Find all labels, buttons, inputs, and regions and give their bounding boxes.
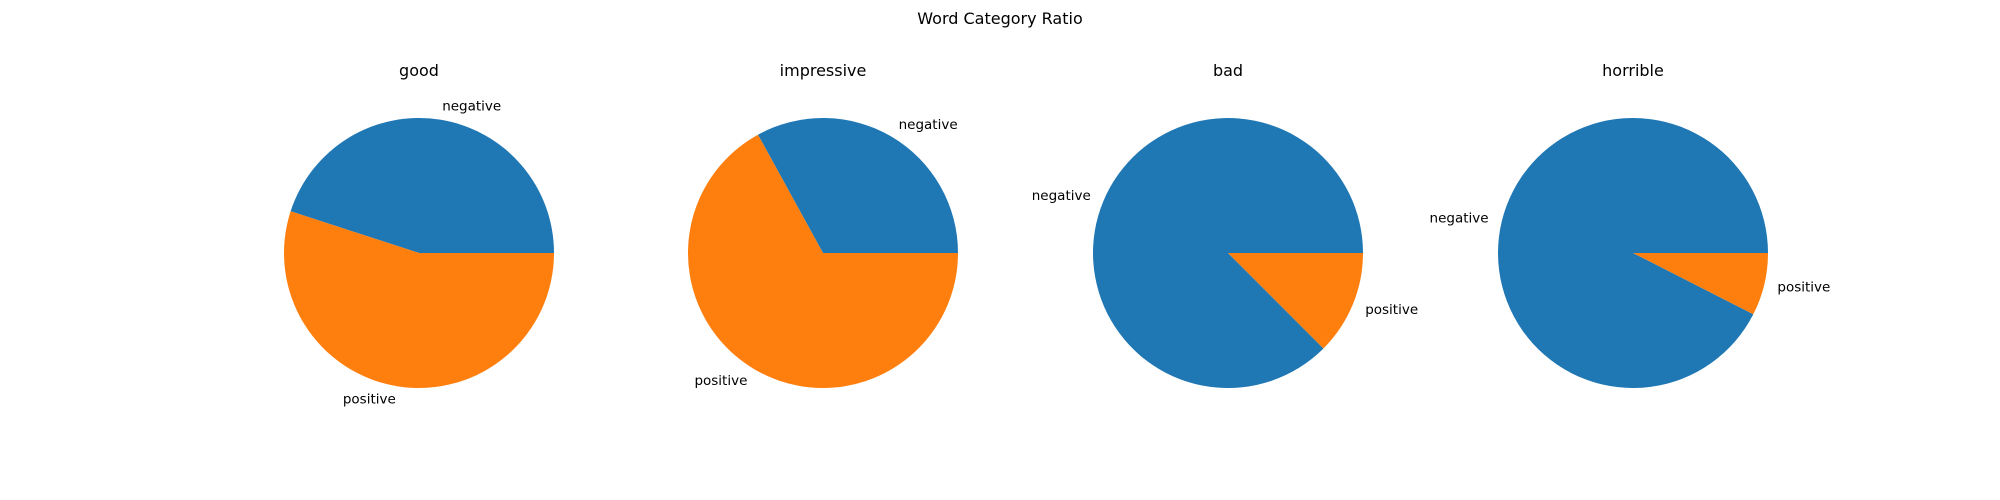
slice-label-negative: negative bbox=[442, 98, 501, 114]
slice-label-negative: negative bbox=[1430, 210, 1489, 226]
pie-slice-negative bbox=[757, 117, 958, 253]
pie-charts-group: good negative positive impressive negative po… bbox=[283, 61, 1830, 408]
pie-slice-negative bbox=[290, 118, 554, 253]
pie-slice-negative bbox=[1093, 118, 1363, 389]
pie-chart-3: horrible negative positive bbox=[1430, 61, 1830, 389]
pie-chart-2: bad negative positive bbox=[1032, 61, 1418, 389]
pie-slice-negative bbox=[1498, 118, 1768, 389]
slice-label-positive: positive bbox=[694, 373, 747, 389]
pie-chart-0: good negative positive bbox=[283, 61, 554, 408]
slice-label-positive: positive bbox=[1365, 302, 1418, 318]
pie-title: bad bbox=[1213, 61, 1243, 80]
pie-chart-1: impressive negative positive bbox=[687, 61, 958, 389]
pie-slice-positive bbox=[687, 134, 958, 388]
figure-title: Word Category Ratio bbox=[917, 9, 1082, 28]
slice-label-negative: negative bbox=[899, 117, 958, 133]
slice-label-positive: positive bbox=[343, 392, 396, 408]
pie-title: impressive bbox=[780, 61, 867, 80]
pie-title: horrible bbox=[1602, 61, 1664, 80]
pie-slice-positive bbox=[283, 211, 554, 389]
pie-slice-positive bbox=[1633, 253, 1769, 315]
slice-label-positive: positive bbox=[1777, 280, 1830, 296]
pie-title: good bbox=[399, 61, 439, 80]
pie-slice-positive bbox=[1228, 253, 1363, 349]
slice-label-negative: negative bbox=[1032, 188, 1091, 204]
